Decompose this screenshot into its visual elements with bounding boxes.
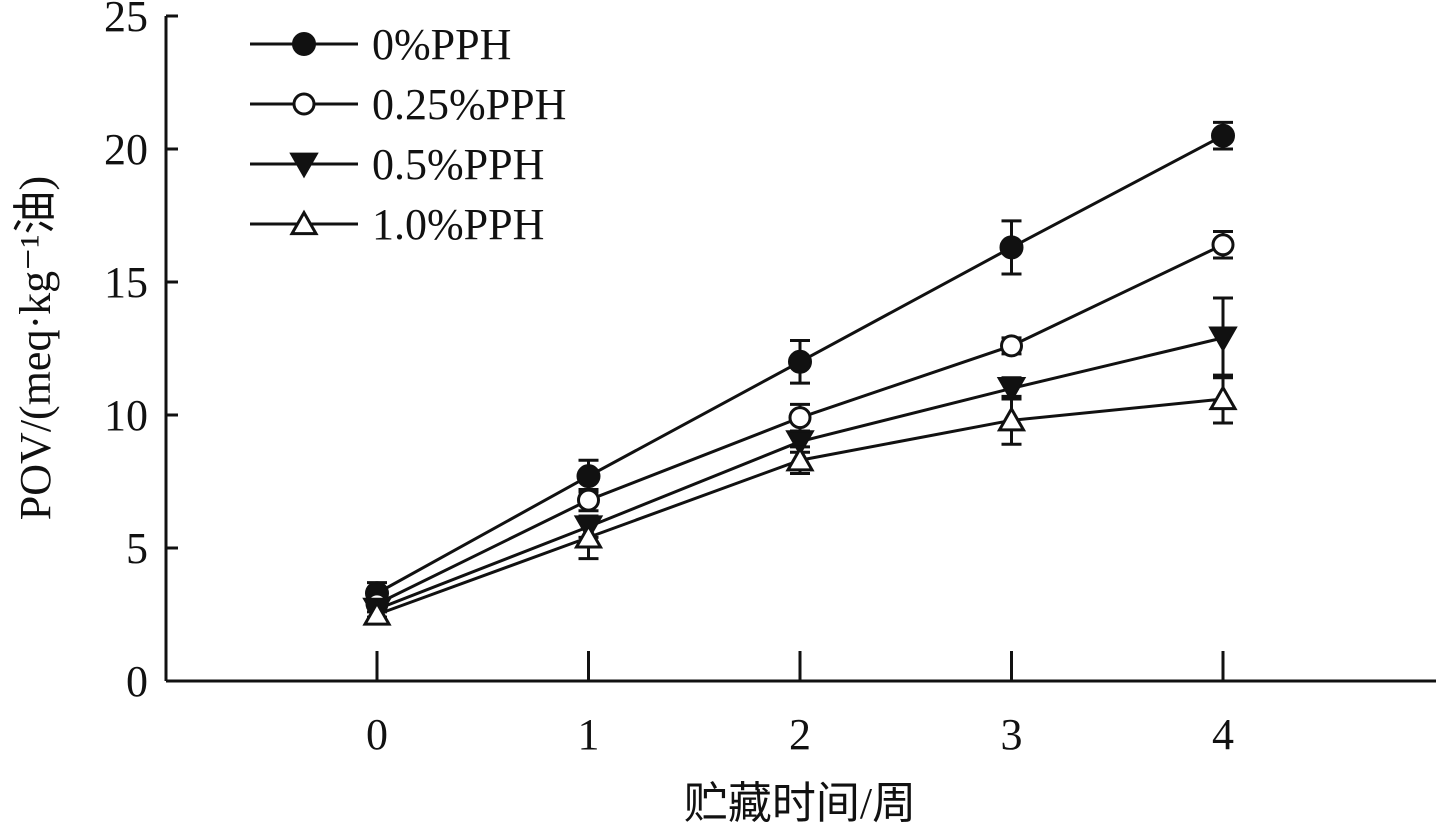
data-point [999,235,1024,260]
x-tick-label: 0 [366,710,388,759]
data-point [996,405,1027,432]
legend-marker [292,32,316,56]
data-point [1000,334,1023,358]
legend-marker [289,209,319,236]
y-axis-title: POV/(meq·kg⁻¹油) [11,176,60,520]
legend-marker [289,152,319,179]
series-layer [362,120,1238,626]
legend-label: 0.25%PPH [372,80,566,129]
data-point [1208,326,1238,353]
legend-marker [292,92,316,116]
legend-label: 0%PPH [372,20,511,69]
y-tick-label: 10 [104,391,148,440]
legend-label: 0.5%PPH [372,140,544,189]
y-tick-label: 0 [126,657,148,706]
x-tick-label: 1 [578,710,600,759]
legend: 0%PPH 0.25%PPH 0.5%PPH 1.0%PPH [250,20,566,249]
y-tick-label: 20 [104,125,148,174]
legend-label: 1.0%PPH [372,200,544,249]
data-point [362,600,392,626]
data-point [1211,233,1235,257]
legend-item: 1.0%PPH [250,200,544,249]
data-point [1211,123,1235,148]
data-point [788,406,812,430]
series-0 [365,120,1235,606]
y-ticks: 0 5 10 15 20 25 [104,0,178,706]
y-tick-label: 15 [104,258,148,307]
legend-item: 0.5%PPH [250,140,544,189]
series-2 [362,296,1238,624]
data-point [788,349,812,374]
data-point [576,464,601,489]
x-tick-label: 4 [1212,710,1234,759]
y-tick-label: 25 [104,0,148,41]
data-point [1208,384,1238,411]
y-tick-label: 5 [126,524,148,573]
x-tick-label: 3 [1001,710,1023,759]
data-point [573,522,604,549]
series-1 [365,229,1235,616]
x-tick-label: 2 [789,710,811,759]
x-axis-title: 贮藏时间/周 [684,779,916,828]
data-point [996,377,1027,403]
legend-item: 0.25%PPH [250,80,566,129]
data-point [785,445,815,472]
legend-item: 0%PPH [250,20,511,69]
data-point [785,430,815,456]
data-point [577,488,600,512]
series-3 [362,373,1238,626]
x-ticks: 0 1 2 3 4 [366,651,1234,759]
